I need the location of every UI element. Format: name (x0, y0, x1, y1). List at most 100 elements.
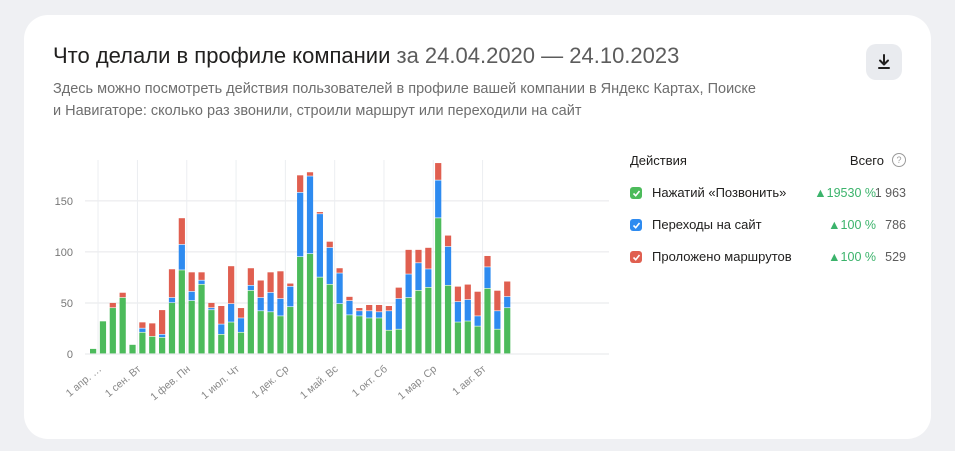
bar-segment (228, 303, 235, 322)
bar-segment (366, 304, 373, 311)
checkbox-checked-icon[interactable] (630, 219, 642, 231)
subtitle-line-1: Здесь можно посмотреть действия пользова… (53, 81, 756, 97)
bar-segment (257, 297, 264, 311)
bar-segment (149, 323, 156, 337)
actions-card: Что делали в профиле компании за 24.04.2… (24, 15, 931, 439)
legend-item-change: ▲19530 % (814, 186, 876, 200)
bar-segment (356, 316, 363, 354)
checkbox-checked-icon[interactable] (630, 187, 642, 199)
bar-segment (405, 297, 412, 354)
bar-segment (287, 286, 294, 307)
x-tick-label: 1 мар. Ср (396, 363, 440, 402)
bar-segment (395, 329, 402, 354)
bar-segment (99, 321, 107, 354)
bar-segment (109, 302, 116, 308)
bar-segment (159, 310, 166, 334)
bar-segment (149, 336, 156, 354)
bar-segment (316, 212, 323, 214)
bar-segment (139, 328, 146, 332)
legend-item-change: ▲100 % (828, 218, 876, 232)
bar-segment (188, 272, 195, 292)
bar-segment (316, 214, 323, 277)
bar-segment (228, 266, 235, 304)
legend-item-label: Проложено маршрутов (652, 249, 792, 264)
bar-segment (168, 297, 176, 303)
x-tick-label: 1 дек. Ср (249, 363, 291, 401)
bar-segment (198, 280, 205, 284)
legend-item-routes[interactable]: Проложено маршрутов ▲100 % 529 (630, 249, 906, 283)
legend-item-calls[interactable]: Нажатий «Позвонить» ▲19530 % 1 963 (630, 185, 906, 219)
bar-segment (494, 329, 501, 354)
x-tick-label: 1 июл. Чт (199, 363, 242, 402)
bar-segment (454, 301, 462, 322)
download-button[interactable] (866, 44, 902, 80)
legend-item-site[interactable]: Переходы на сайт ▲100 % 786 (630, 217, 906, 251)
y-tick-label: 100 (55, 247, 73, 259)
bar-segment (208, 302, 215, 308)
bar-segment (385, 306, 392, 311)
bar-segment (208, 308, 215, 310)
bar-segment (287, 283, 294, 287)
legend-item-total: 529 (885, 250, 906, 264)
bar-segment (228, 322, 235, 354)
card-period: за 24.04.2020 — 24.10.2023 (396, 43, 680, 68)
bar-segment (326, 284, 333, 354)
checkbox-checked-icon[interactable] (630, 251, 642, 263)
bar-segment (277, 271, 284, 299)
bar-segment (484, 255, 491, 267)
bar-segment (178, 244, 185, 270)
x-tick-label: 1 фев. Пн (148, 363, 193, 403)
bar-segment (109, 308, 116, 354)
bar-segment (297, 175, 304, 193)
bar-segment (454, 322, 462, 354)
bar-segment (129, 344, 136, 354)
bar-segment (395, 287, 402, 299)
x-tick-label: 1 авг. Вт (450, 363, 489, 398)
bar-segment (178, 270, 185, 354)
bar-segment (306, 176, 314, 254)
bar-segment (198, 284, 205, 354)
bar-segment (464, 284, 471, 300)
question-circle-icon[interactable]: ? (892, 153, 906, 167)
bar-segment (306, 253, 314, 354)
bar-segment (415, 290, 422, 354)
bar-segment (435, 163, 442, 180)
bar-segment (464, 321, 471, 354)
bar-segment (198, 272, 205, 280)
bar-segment (375, 312, 383, 318)
legend-item-total: 786 (885, 218, 906, 232)
bar-segment (287, 307, 294, 354)
bar-segment (247, 290, 254, 354)
x-tick-label: 1 сен. Вт (103, 363, 144, 400)
bar-segment (435, 218, 442, 354)
bar-segment (336, 268, 343, 273)
bar-segment (188, 300, 195, 354)
card-title: Что делали в профиле компании за 24.04.2… (53, 42, 679, 70)
bar-segment (218, 334, 225, 354)
bar-segment (504, 281, 511, 297)
card-subtitle: Здесь можно посмотреть действия пользова… (53, 78, 773, 122)
bar-segment (375, 304, 383, 312)
bar-segment (326, 241, 333, 248)
bar-segment (366, 318, 373, 354)
bar-segment (405, 274, 412, 298)
bar-segment (346, 300, 353, 315)
bar-segment (494, 290, 501, 311)
bar-segment (306, 172, 314, 176)
bar-segment (356, 311, 363, 316)
card-title-text: Что делали в профиле компании (53, 43, 391, 68)
chart-legend: Действия Всего ? Нажатий «Позвонить» ▲19… (630, 153, 906, 283)
bar-segment (484, 267, 491, 289)
bar-segment (218, 324, 225, 334)
bar-segment (484, 288, 491, 354)
bar-segment (385, 330, 392, 354)
bar-segment (159, 337, 166, 354)
bar-segment (425, 269, 432, 288)
bar-segment (395, 298, 402, 329)
legend-item-label: Переходы на сайт (652, 217, 762, 232)
y-tick-label: 0 (67, 349, 73, 361)
bar-segment (444, 235, 452, 247)
legend-header: Действия Всего ? (630, 153, 906, 173)
bar-segment (316, 277, 323, 354)
bar-segment (415, 263, 422, 291)
